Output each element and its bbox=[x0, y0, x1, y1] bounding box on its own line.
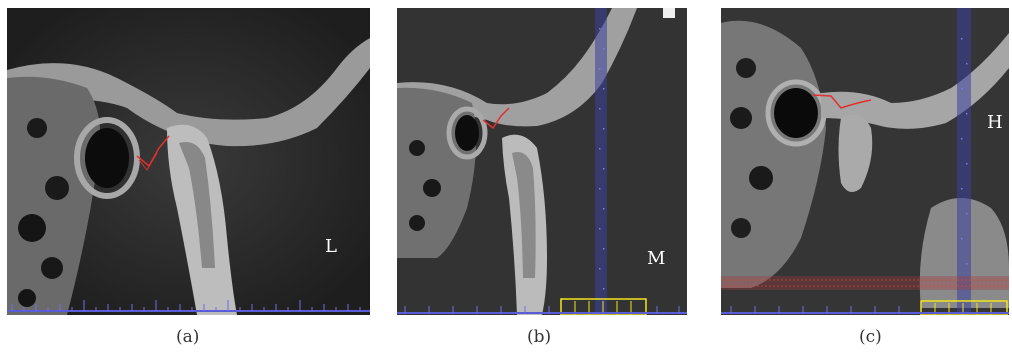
panel-letter-a: L bbox=[325, 236, 337, 257]
ct-image-b bbox=[397, 8, 687, 315]
ct-image-a bbox=[7, 8, 370, 315]
ct-image-c bbox=[721, 8, 1009, 315]
info-marker bbox=[663, 8, 675, 18]
caption-b: (b) bbox=[527, 327, 552, 347]
panel-letter-b: M bbox=[647, 248, 666, 269]
ct-panel-c: H bbox=[721, 8, 1009, 315]
ct-panel-b: M bbox=[397, 8, 687, 315]
ct-panel-a: L bbox=[7, 8, 370, 315]
caption-a: (a) bbox=[176, 327, 200, 347]
panel-letter-c: H bbox=[987, 112, 1003, 133]
caption-c: (c) bbox=[859, 327, 882, 347]
